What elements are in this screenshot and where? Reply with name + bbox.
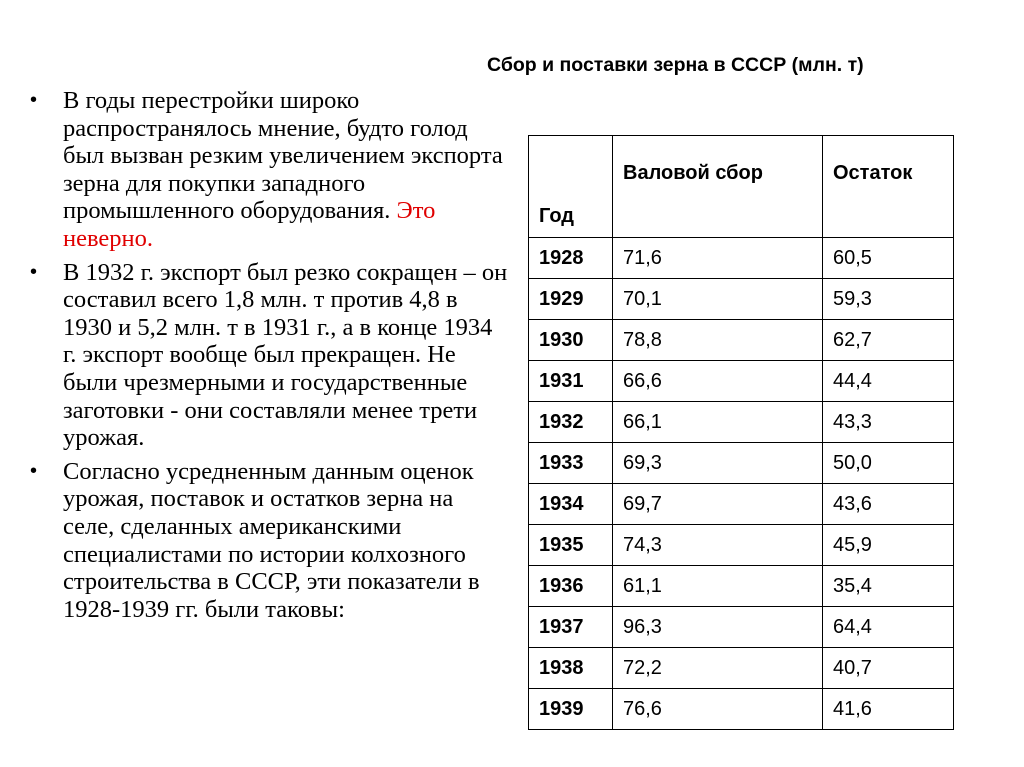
cell-gross: 61,1 <box>612 565 823 607</box>
cell-remainder: 45,9 <box>822 524 954 566</box>
header-remainder: Остаток <box>822 135 954 238</box>
cell-remainder: 62,7 <box>822 319 954 361</box>
cell-remainder: 44,4 <box>822 360 954 402</box>
cell-gross: 69,3 <box>612 442 823 484</box>
table-row: 1937 96,3 64,4 <box>528 606 954 648</box>
cell-gross: 66,1 <box>612 401 823 443</box>
cell-gross: 96,3 <box>612 606 823 648</box>
bullet-list: • В годы перестройки широко распространя… <box>30 87 510 629</box>
cell-year: 1931 <box>528 360 613 402</box>
cell-remainder: 41,6 <box>822 688 954 730</box>
table-row: 1938 72,2 40,7 <box>528 647 954 689</box>
bullet-item: • В 1932 г. экспорт был резко сокращен –… <box>30 259 508 452</box>
cell-gross: 69,7 <box>612 483 823 525</box>
header-year: Год <box>528 135 613 238</box>
cell-year: 1937 <box>528 606 613 648</box>
cell-gross: 66,6 <box>612 360 823 402</box>
cell-remainder: 50,0 <box>822 442 954 484</box>
table-row: 1932 66,1 43,3 <box>528 401 954 443</box>
cell-remainder: 43,6 <box>822 483 954 525</box>
cell-year: 1934 <box>528 483 613 525</box>
table-row: 1931 66,6 44,4 <box>528 360 954 402</box>
cell-remainder: 60,5 <box>822 237 954 279</box>
cell-gross: 78,8 <box>612 319 823 361</box>
bullet-icon: • <box>30 89 38 111</box>
table-row: 1936 61,1 35,4 <box>528 565 954 607</box>
cell-year: 1939 <box>528 688 613 730</box>
bullet-item: • Согласно усредненным данным оценок уро… <box>30 458 508 624</box>
highlight-text: Это неверно. <box>63 197 436 252</box>
cell-gross: 72,2 <box>612 647 823 689</box>
cell-remainder: 35,4 <box>822 565 954 607</box>
cell-remainder: 40,7 <box>822 647 954 689</box>
bullet-icon: • <box>30 459 38 482</box>
cell-year: 1938 <box>528 647 613 689</box>
bullet-text: В годы перестройки широко распространяло… <box>63 87 503 225</box>
cell-gross: 70,1 <box>612 278 823 320</box>
grain-table: Год Валовой сбор Остаток 1928 71,6 60,5 192… <box>528 135 954 730</box>
cell-year: 1930 <box>528 319 613 361</box>
bullet-text: Согласно усредненным данным оценок урожа… <box>63 457 480 623</box>
table-row: 1928 71,6 60,5 <box>528 237 954 279</box>
table-row: 1929 70,1 59,3 <box>528 278 954 320</box>
cell-remainder: 43,3 <box>822 401 954 443</box>
cell-year: 1929 <box>528 278 613 320</box>
bullet-text: В 1932 г. экспорт был резко сокращен – о… <box>63 258 508 452</box>
slide-title: Сбор и поставки зерна в СССР (млн. т) <box>487 54 864 76</box>
cell-year: 1936 <box>528 565 613 607</box>
cell-gross: 76,6 <box>612 688 823 730</box>
table-row: 1935 74,3 45,9 <box>528 524 954 566</box>
header-gross: Валовой сбор <box>612 135 823 238</box>
cell-remainder: 59,3 <box>822 278 954 320</box>
cell-year: 1933 <box>528 442 613 484</box>
cell-gross: 71,6 <box>612 237 823 279</box>
cell-year: 1928 <box>528 237 613 279</box>
table-row: 1930 78,8 62,7 <box>528 319 954 361</box>
table-row: 1934 69,7 43,6 <box>528 483 954 525</box>
table-row: 1933 69,3 50,0 <box>528 442 954 484</box>
bullet-item: • В годы перестройки широко распространя… <box>30 87 508 253</box>
bullet-icon: • <box>30 260 38 283</box>
table-row: 1939 76,6 41,6 <box>528 688 954 730</box>
cell-year: 1935 <box>528 524 613 566</box>
table-header-row: Год Валовой сбор Остаток <box>528 135 954 238</box>
cell-gross: 74,3 <box>612 524 823 566</box>
cell-year: 1932 <box>528 401 613 443</box>
cell-remainder: 64,4 <box>822 606 954 648</box>
